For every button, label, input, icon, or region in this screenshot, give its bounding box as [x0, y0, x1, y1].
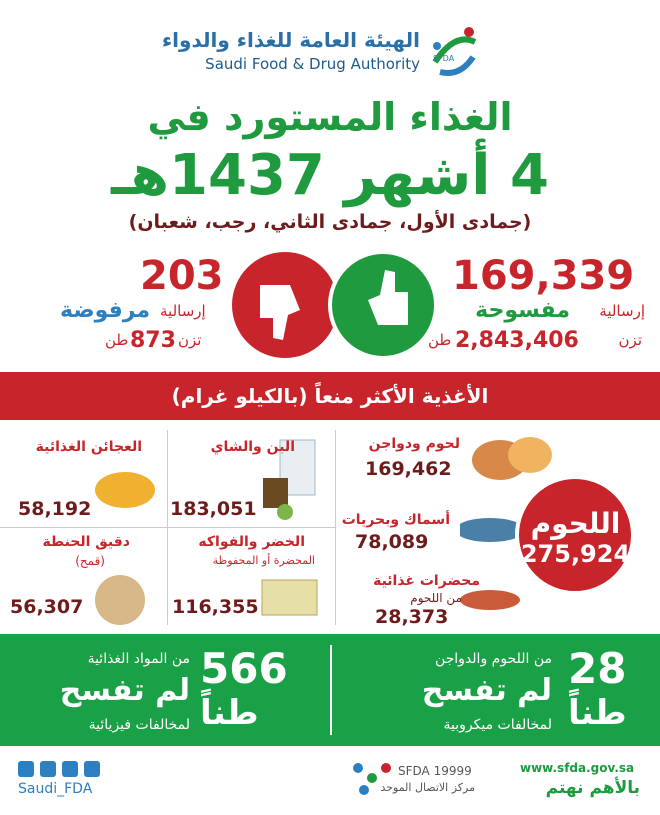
coffee-value: 183,051: [170, 498, 257, 520]
social-handle: Saudi_FDA: [18, 781, 93, 797]
logo-arabic: الهيئة العامة للغذاء والدواء: [161, 28, 420, 52]
rejected-count: 203: [140, 253, 224, 299]
rejected-weight-unit: طن: [105, 331, 129, 349]
physical-reason: لمخالفات فيزيائية: [88, 717, 190, 733]
accepted-unit: إرسالية: [599, 302, 645, 320]
callcenter-label: مركز الاتصال الموحد: [380, 781, 475, 794]
rejected-status: مرفوضة: [60, 298, 151, 323]
pasta-label: العجائن الغذائية: [35, 439, 142, 455]
callcenter-icon: [353, 763, 391, 795]
vegfruit-value: 116,355: [172, 596, 259, 618]
poultry-value: 169,462: [365, 458, 452, 480]
logo-icon: [432, 27, 477, 76]
physical-value: 566: [200, 644, 288, 693]
accepted-weight-unit: طن: [428, 331, 452, 349]
poultry-label: لحوم ودواجن: [368, 436, 460, 452]
vegfruit-note: المحضرة أو المحفوظة: [212, 554, 315, 567]
physical-desc: من المواد الغذائية: [87, 651, 190, 667]
accepted-count: 169,339: [452, 253, 635, 299]
slogan: بالأهم نهتم: [545, 778, 640, 798]
website: www.sfda.gov.sa: [520, 761, 635, 775]
meat-icons: [460, 437, 635, 610]
logo-english: Saudi Food & Drug Authority: [205, 55, 420, 73]
pasta-value: 58,192: [18, 498, 92, 520]
vegfruit-label: الخضر والفواكه: [198, 534, 305, 550]
divider: [330, 645, 332, 735]
micro-reason: لمخالفات ميكروبية: [443, 717, 552, 733]
thumbs-icons: [232, 250, 438, 360]
logo-abbr: SFDA: [433, 54, 455, 63]
micro-status: لم تفسح: [421, 673, 552, 708]
banner-text: الأغذية الأكثر منعاً (بالكيلو غرام): [171, 384, 489, 408]
accepted-status: مفسوحة: [475, 298, 570, 323]
micro-value: 28: [568, 644, 627, 693]
rejected-weight: 873: [130, 328, 176, 353]
micro-desc: من اللحوم والدواجن: [434, 651, 552, 667]
coffee-label: البن والشاي: [210, 439, 295, 455]
food-icons: [95, 439, 318, 625]
prepared-label: محضرات غذائية: [373, 573, 480, 589]
accepted-weight: 2,843,406: [455, 328, 579, 353]
physical-unit: طناً: [200, 693, 259, 733]
seafood-value: 78,089: [355, 531, 429, 553]
subtitle: (جمادى الأول، جمادى الثاني، رجب، شعبان): [128, 211, 532, 233]
banner: [0, 372, 660, 420]
flour-value: 56,307: [10, 596, 84, 618]
divider: [335, 430, 336, 625]
callcenter-number: SFDA 19999: [398, 764, 472, 778]
rejected-weight-prefix: تزن: [178, 331, 202, 349]
divider: [167, 430, 168, 625]
title-line2: 4 أشهر 1437هـ: [111, 143, 549, 208]
title-line1: الغذاء المستورد في: [147, 95, 513, 139]
seafood-label: أسماك وبحريات: [341, 512, 450, 528]
accepted-weight-prefix: تزن: [618, 331, 642, 349]
meats-label: اللحوم: [530, 507, 621, 540]
flour-note: (قمح): [75, 554, 105, 568]
social-icons: [18, 761, 100, 777]
micro-unit: طناً: [568, 693, 627, 733]
flour-label: دقيق الحنطة: [42, 534, 130, 550]
rejected-unit: إرسالية: [160, 302, 206, 320]
prepared-value: 28,373: [375, 606, 449, 628]
physical-status: لم تفسح: [59, 673, 190, 708]
prepared-note: من اللحوم: [410, 591, 462, 605]
meats-value: 275,924: [520, 540, 631, 568]
